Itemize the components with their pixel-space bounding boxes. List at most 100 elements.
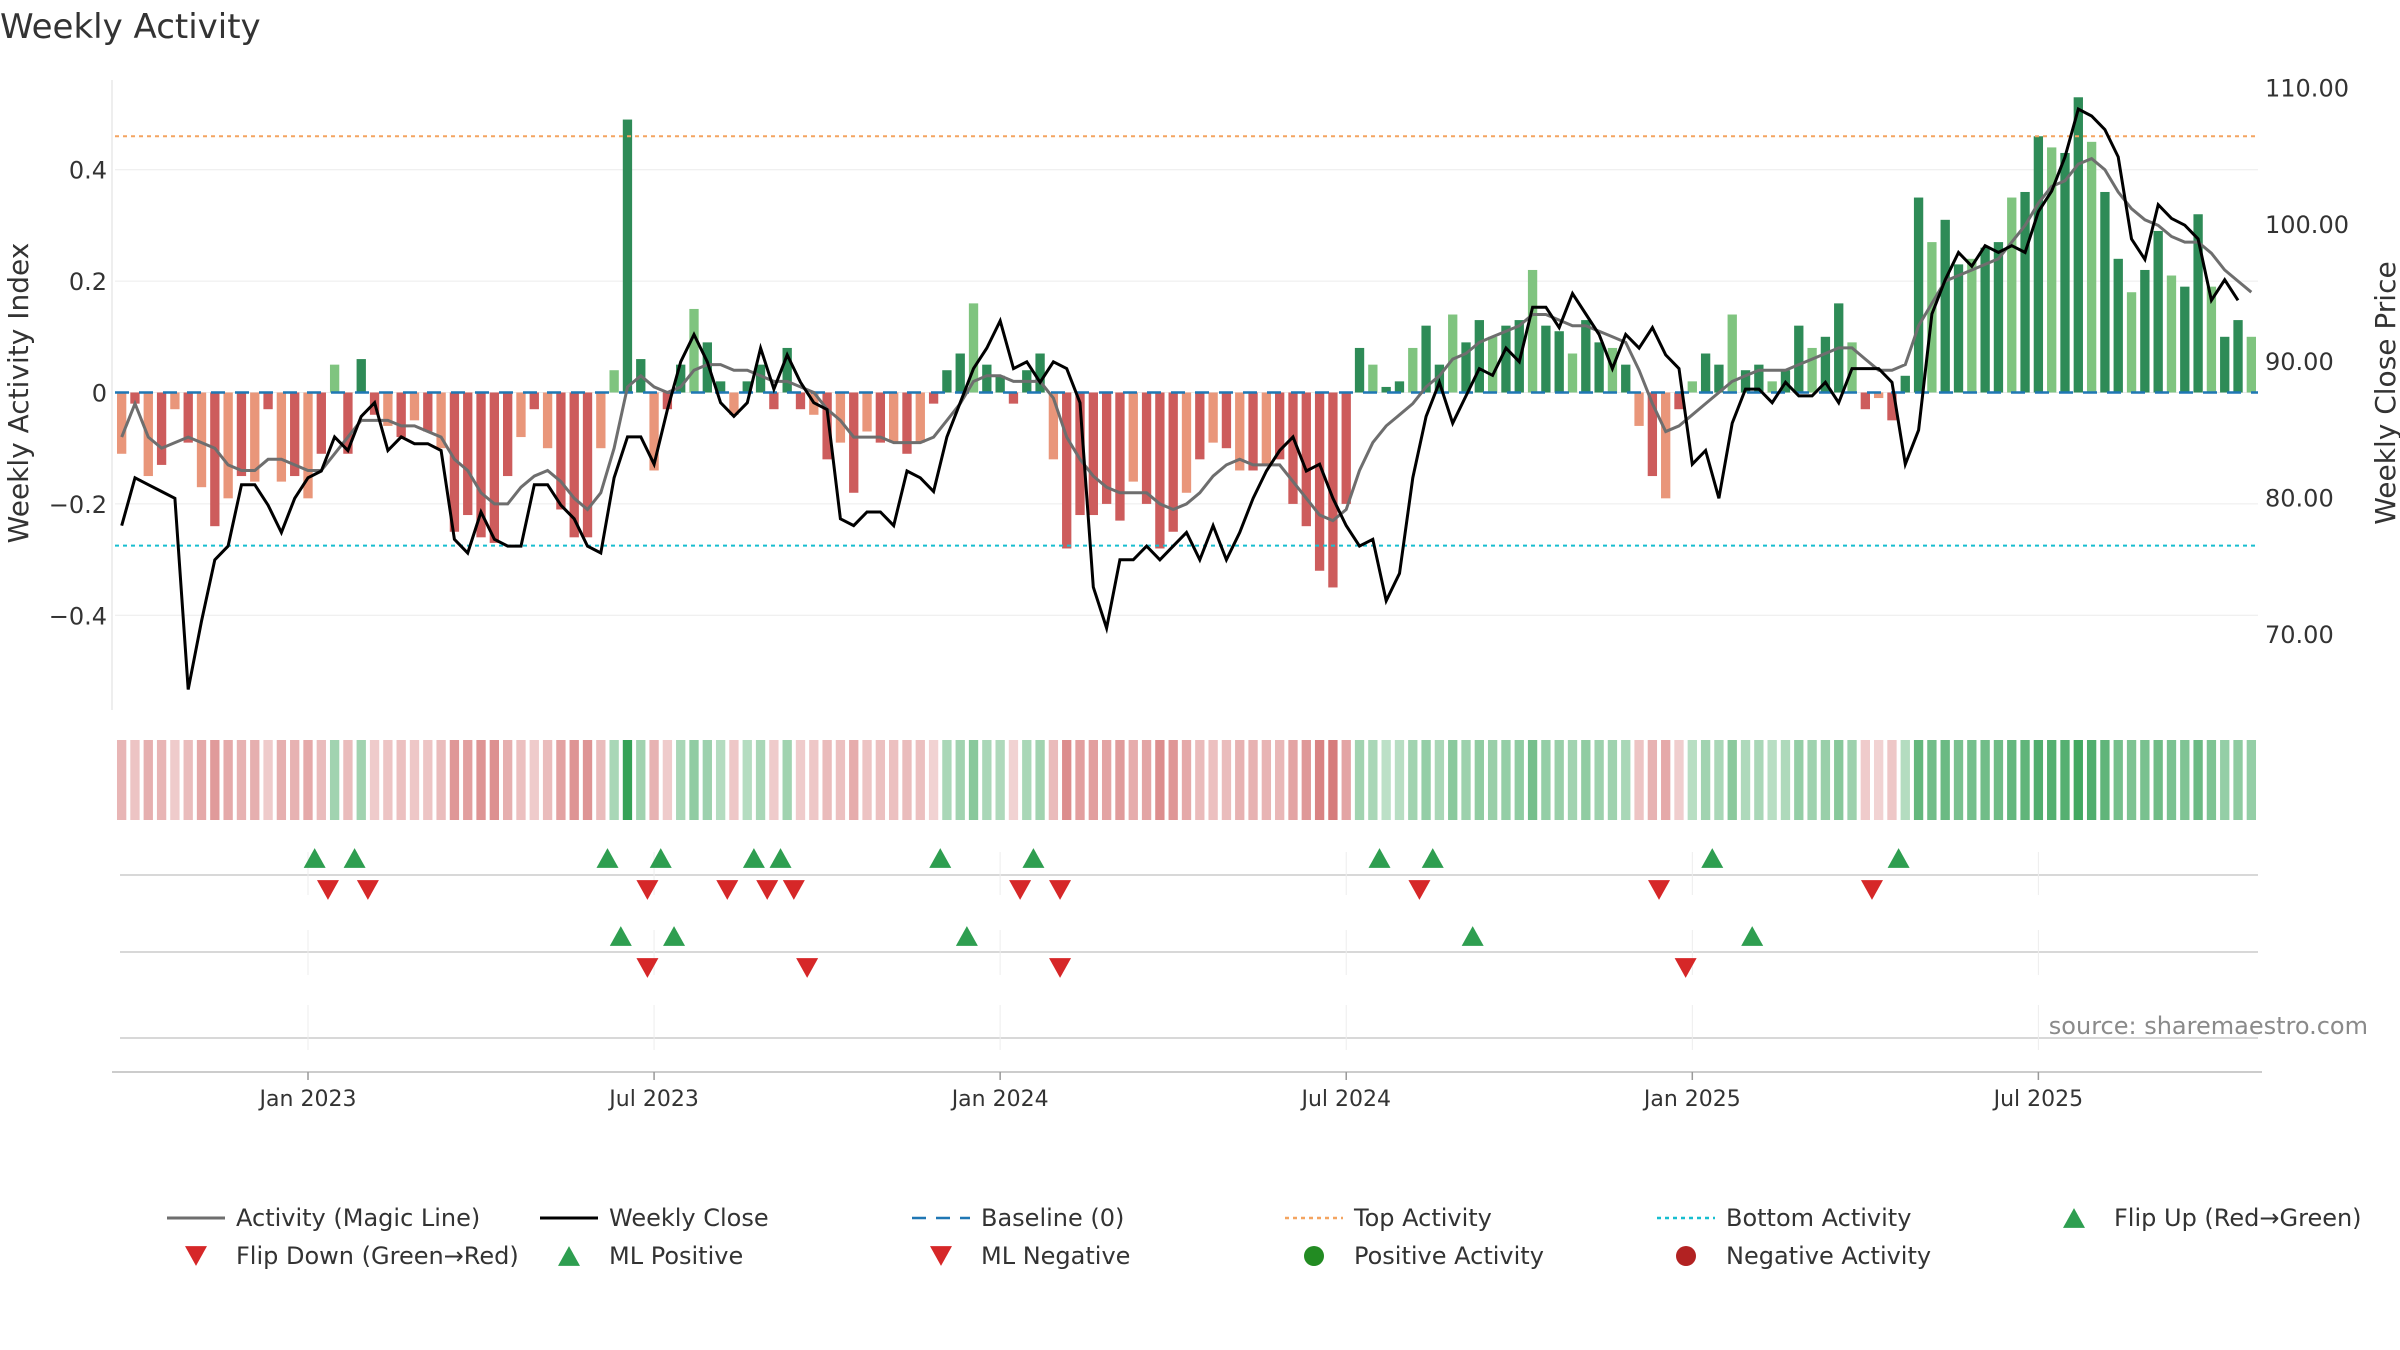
- activity-bar: [1394, 381, 1405, 393]
- activity-bar: [2113, 258, 2123, 393]
- activity-bar: [183, 392, 193, 443]
- activity-bar: [503, 392, 513, 477]
- activity-bar: [276, 392, 287, 482]
- heat-cell: [1767, 740, 1777, 820]
- heat-cell: [1834, 740, 1844, 820]
- y-right-tick-label-0: 110.00: [2265, 75, 2349, 103]
- activity-bar: [1647, 392, 1658, 477]
- heat-cell: [2060, 740, 2070, 820]
- legend-item-3: Top Activity: [1285, 1204, 1492, 1232]
- activity-bar: [1088, 392, 1098, 516]
- heat-cell: [1035, 740, 1045, 820]
- ml-negative-marker: [636, 958, 659, 978]
- heat-cell: [1567, 740, 1578, 820]
- y-tick-label-0: 0.4: [69, 157, 107, 185]
- heat-cell: [676, 740, 686, 820]
- activity-bar: [1661, 392, 1671, 499]
- activity-bar: [835, 392, 846, 443]
- heat-cell: [1913, 740, 1924, 820]
- activity-bar: [2220, 336, 2230, 393]
- activity-bar: [1860, 392, 1870, 410]
- flip-down-marker: [756, 880, 779, 900]
- heat-cell: [2153, 740, 2163, 820]
- heat-cell: [210, 740, 220, 820]
- heat-cell: [463, 740, 473, 820]
- heat-cell: [1155, 740, 1165, 820]
- x-tick-label-4: Jan 2025: [1642, 1087, 1741, 1112]
- flip-up-marker: [343, 848, 366, 868]
- activity-bar: [2193, 214, 2203, 393]
- activity-bar: [582, 392, 593, 538]
- y-axis-label-left: Weekly Activity Index: [2, 243, 35, 544]
- activity-bar: [1062, 392, 1072, 549]
- heat-cell: [596, 740, 606, 820]
- flip-down-marker: [782, 880, 805, 900]
- activity-bar: [702, 342, 712, 393]
- activity-bar: [569, 392, 579, 538]
- activity-bar: [1248, 392, 1258, 471]
- flip-down-marker: [1648, 880, 1671, 900]
- activity-bar: [1674, 392, 1684, 410]
- legend-item-5: Flip Up (Red→Green): [2063, 1204, 2362, 1232]
- heat-cell: [2246, 740, 2257, 820]
- heat-cell: [2086, 740, 2097, 820]
- flip-down-marker: [316, 880, 339, 900]
- heat-cell: [2033, 740, 2044, 820]
- heat-cell: [1807, 740, 1817, 820]
- heat-cell: [1647, 740, 1658, 820]
- heat-cell: [449, 740, 460, 820]
- heat-cell: [2113, 740, 2123, 820]
- activity-bar: [236, 392, 247, 477]
- heat-cell: [1514, 740, 1524, 820]
- heat-cell: [1168, 740, 1178, 820]
- activity-bar: [1341, 392, 1351, 504]
- x-tick-label-5: Jul 2025: [1992, 1087, 2084, 1112]
- ml-negative-marker: [796, 958, 819, 978]
- legend-label: Baseline (0): [981, 1204, 1124, 1232]
- heat-cell: [1621, 740, 1631, 820]
- activity-bar: [2007, 197, 2017, 393]
- heat-cell: [1101, 740, 1112, 820]
- heat-cell: [1554, 740, 1564, 820]
- main-plot-panel: 0.4 0.2 0 −0.2 −0.4 110.00 100.00 90.00 80.00 70.…: [49, 75, 2349, 710]
- activity-bar: [1687, 381, 1697, 393]
- flip-down-marker: [1009, 880, 1032, 900]
- heat-cell: [1527, 740, 1538, 820]
- activity-bar: [1727, 314, 1737, 393]
- activity-bar: [1261, 392, 1272, 465]
- heat-cell: [2047, 740, 2057, 820]
- activity-bar: [889, 392, 899, 443]
- activity-bar: [982, 364, 992, 393]
- heat-cell: [609, 740, 619, 820]
- heat-cell: [223, 740, 233, 820]
- heat-cell: [1607, 740, 1618, 820]
- activity-bar: [1980, 247, 1990, 393]
- legend-swatch-triangle-up: [558, 1246, 580, 1266]
- heat-cell: [622, 740, 633, 820]
- activity-bar: [1621, 364, 1631, 393]
- heat-cell: [1288, 740, 1298, 820]
- heat-cell: [1248, 740, 1258, 820]
- activity-bar: [676, 364, 686, 393]
- heat-cell: [569, 740, 579, 820]
- heat-cell: [1048, 740, 1059, 820]
- heat-cell: [369, 740, 380, 820]
- heat-cell: [2180, 740, 2190, 820]
- heat-cell: [423, 740, 433, 820]
- legend-label: Activity (Magic Line): [236, 1204, 480, 1232]
- legend-item-1: Weekly Close: [540, 1204, 769, 1232]
- activity-bar: [1301, 392, 1311, 527]
- heat-cell: [1634, 740, 1644, 820]
- heat-cell: [329, 740, 340, 820]
- activity-bar: [1075, 392, 1085, 516]
- activity-bar: [436, 392, 446, 449]
- heat-cell: [236, 740, 247, 820]
- heat-cell: [183, 740, 193, 820]
- activity-bar: [862, 392, 872, 432]
- flip-down-marker: [716, 880, 739, 900]
- heat-cell: [2126, 740, 2137, 820]
- y-tick-label-2: 0: [92, 380, 107, 408]
- ml-negative-marker: [1049, 958, 1072, 978]
- activity-bar: [902, 392, 912, 454]
- activity-bar: [1314, 392, 1325, 571]
